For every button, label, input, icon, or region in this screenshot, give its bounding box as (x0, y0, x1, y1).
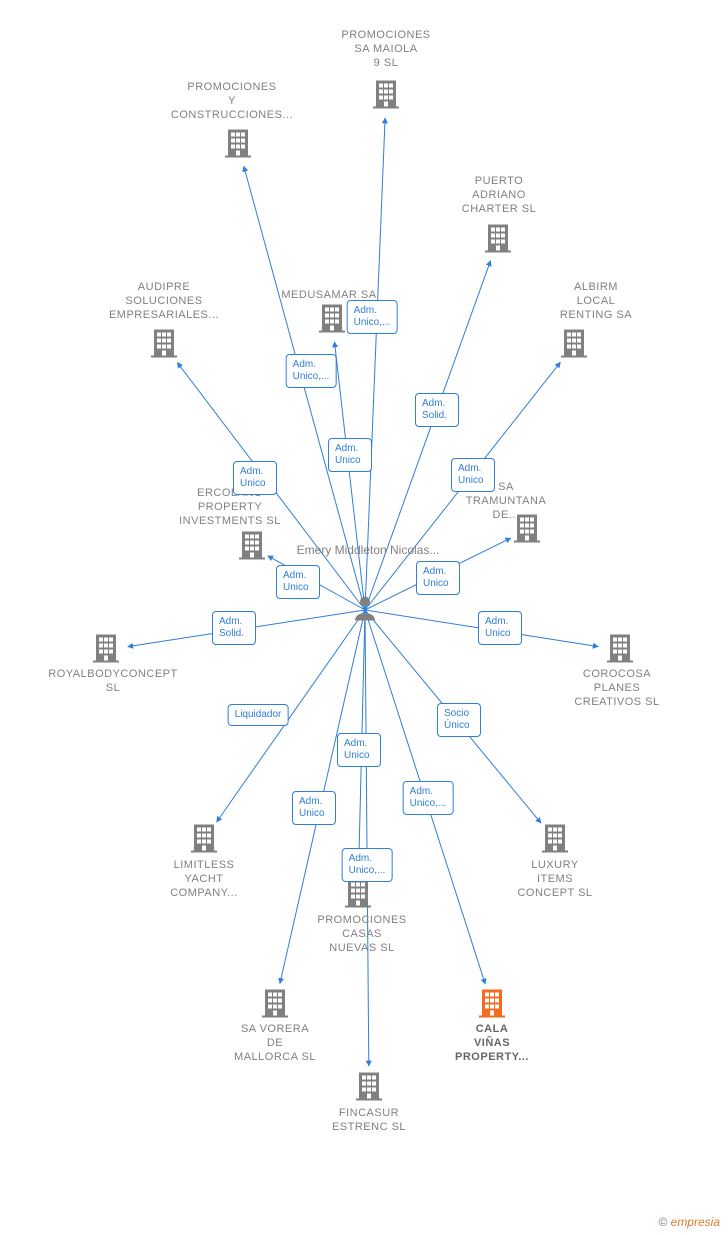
edge-role-label: Adm. Unico (416, 561, 460, 595)
footer-brand: empresia (671, 1215, 720, 1229)
building-icon[interactable] (93, 633, 119, 668)
building-icon[interactable] (561, 328, 587, 363)
building-icon[interactable] (542, 823, 568, 858)
building-icon[interactable] (262, 988, 288, 1023)
edge-role-label: Adm. Unico (292, 791, 336, 825)
building-icon[interactable] (607, 633, 633, 668)
edge-line (334, 342, 365, 610)
edge-role-label: Adm. Unico,... (347, 300, 398, 334)
building-icon[interactable] (239, 530, 265, 565)
person-icon (353, 595, 377, 626)
building-icon[interactable] (479, 988, 505, 1023)
edge-role-label: Adm. Unico (233, 461, 277, 495)
edge-role-label: Adm. Solid. (415, 393, 459, 427)
building-icon[interactable] (373, 79, 399, 114)
footer: © empresia (658, 1215, 720, 1229)
building-icon[interactable] (319, 303, 345, 338)
building-icon[interactable] (225, 128, 251, 163)
building-icon[interactable] (151, 328, 177, 363)
edge-role-label: Socio Único (437, 703, 481, 737)
edge-role-label: Adm. Solid. (212, 611, 256, 645)
copyright-symbol: © (658, 1215, 667, 1229)
building-icon[interactable] (345, 878, 371, 913)
edge-role-label: Adm. Unico,... (286, 354, 337, 388)
edge-role-label: Adm. Unico (451, 458, 495, 492)
edge-role-label: Liquidador (228, 704, 289, 726)
edge-line (365, 118, 385, 610)
edge-line (365, 610, 369, 1066)
edge-role-label: Adm. Unico (328, 438, 372, 472)
building-icon[interactable] (356, 1071, 382, 1106)
edge-role-label: Adm. Unico (337, 733, 381, 767)
building-icon[interactable] (191, 823, 217, 858)
edge-role-label: Adm. Unico (276, 565, 320, 599)
edge-role-label: Adm. Unico (478, 611, 522, 645)
building-icon[interactable] (485, 223, 511, 258)
edge-role-label: Adm. Unico,... (403, 781, 454, 815)
center-person-label: Emery Middleton Nicolas... (297, 543, 440, 558)
building-icon[interactable] (514, 513, 540, 548)
edge-role-label: Adm. Unico,... (342, 848, 393, 882)
